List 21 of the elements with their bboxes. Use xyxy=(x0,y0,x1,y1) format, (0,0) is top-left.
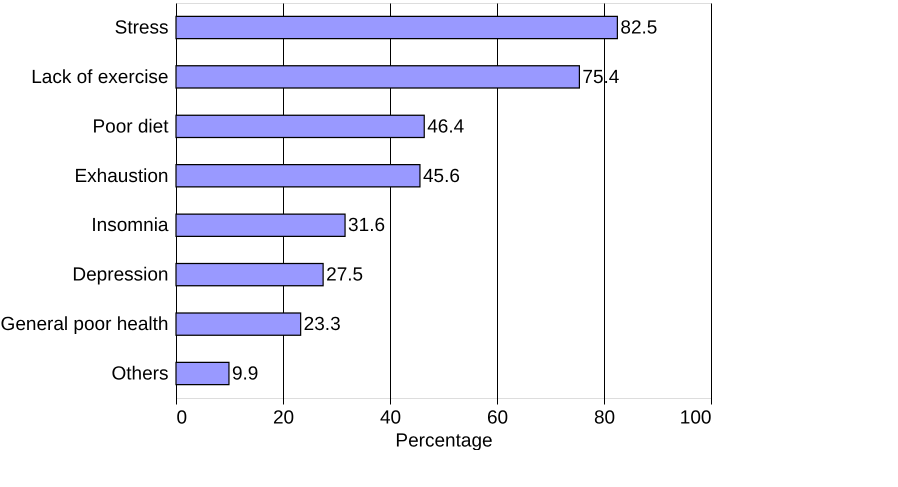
data-label: 27.5 xyxy=(326,264,364,286)
data-label: 9.9 xyxy=(232,364,258,385)
data-label: 23.3 xyxy=(304,314,341,336)
x-tick-label: 60 xyxy=(486,408,508,428)
data-label: 31.6 xyxy=(348,215,386,236)
x-tick-label: 0 xyxy=(176,408,188,428)
y-tick-label: Poor diet xyxy=(92,116,170,138)
x-tick-label: 40 xyxy=(380,408,402,428)
x-tick-label: 100 xyxy=(680,408,712,428)
y-tick-label: Exhaustion xyxy=(74,166,168,187)
data-label: 45.6 xyxy=(422,166,460,187)
y-tick-label: General poor health xyxy=(0,314,168,336)
y-tick-label: Depression xyxy=(72,264,168,286)
y-tick-label: Stress xyxy=(114,17,168,38)
x-tick-label: 80 xyxy=(594,408,616,428)
data-label: 82.5 xyxy=(620,17,658,38)
data-label: 46.4 xyxy=(427,116,465,138)
y-tick-label: Others xyxy=(111,364,168,385)
y-tick-label: Lack of exercise xyxy=(31,66,168,88)
x-tick-label: 20 xyxy=(272,408,294,428)
y-tick-label: Insomnia xyxy=(91,215,169,236)
